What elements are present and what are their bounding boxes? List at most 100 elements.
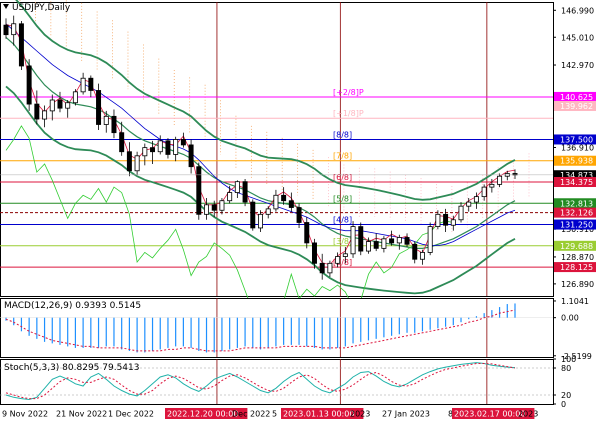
price-badge: 129.688 bbox=[554, 240, 596, 251]
stoch-signal-line bbox=[5, 363, 516, 400]
macd-title: MACD(12,26,9) 0.9393 0.5145 bbox=[4, 301, 141, 311]
price-tick-label: 128.870 bbox=[561, 253, 594, 262]
time-badge-bg bbox=[281, 408, 364, 419]
price-badge-label: 139.962 bbox=[560, 102, 593, 111]
murrey-level-label: [2/8] bbox=[333, 258, 352, 267]
price-badge-label: 129.688 bbox=[560, 242, 593, 251]
candle-bull bbox=[173, 139, 179, 155]
candle-bull bbox=[72, 91, 78, 104]
candle-bull bbox=[396, 237, 402, 244]
price-badge-bg bbox=[554, 207, 596, 218]
candle-bear bbox=[412, 243, 418, 260]
candle-bull bbox=[80, 77, 86, 93]
price-tick-label: 142.970 bbox=[561, 61, 594, 70]
stoch-title: Stoch(5,3,3) 80.8295 79.5413 bbox=[4, 363, 139, 373]
candle-bear bbox=[242, 181, 248, 203]
candle-bear bbox=[150, 147, 156, 153]
macd-tick-label: -2.5199 bbox=[561, 352, 592, 361]
candle-bull bbox=[450, 219, 456, 226]
candle-bull bbox=[473, 196, 479, 203]
time-tick-label: 27 Jan 2023 bbox=[382, 410, 430, 419]
candle-bear bbox=[196, 166, 202, 215]
candle-bear bbox=[373, 241, 379, 249]
candle-bear bbox=[304, 222, 310, 244]
candle-bear bbox=[111, 115, 117, 134]
price-badge-label: 140.625 bbox=[560, 93, 593, 102]
murrey-level-label: [+2/8]P bbox=[333, 88, 364, 97]
candle-bull bbox=[65, 102, 71, 109]
price-badge-label: 128.125 bbox=[560, 263, 593, 272]
macd-tick-label: 1.1041 bbox=[561, 297, 589, 306]
price-badge: 132.126 bbox=[554, 207, 596, 218]
bollinger-lower bbox=[5, 85, 516, 295]
time-badge-label: 2023.02.17 00:00 bbox=[454, 410, 525, 419]
price-badge-bg bbox=[554, 262, 596, 273]
candle-bull bbox=[273, 194, 279, 210]
candle-bear bbox=[404, 237, 410, 245]
candle-bear bbox=[18, 23, 24, 67]
candle-bear bbox=[119, 132, 125, 153]
candle-bear bbox=[250, 201, 256, 229]
price-badge-label: 134.375 bbox=[560, 178, 593, 187]
panel-border bbox=[0, 359, 554, 405]
price-tick-label: 146.990 bbox=[561, 6, 594, 15]
murrey-level-label: [3/8] bbox=[333, 237, 352, 246]
candle-bull bbox=[265, 208, 271, 215]
murrey-level-label: [8/8] bbox=[333, 130, 352, 139]
bollinger-upper bbox=[15, 0, 516, 201]
candle-bear bbox=[34, 103, 40, 120]
candle-bull bbox=[365, 241, 371, 252]
macd-panel: 1.1041 0.00 -2.5199 bbox=[0, 297, 592, 361]
murrey-level-label: [4/8] bbox=[333, 216, 352, 225]
candle-bull bbox=[427, 226, 433, 253]
time-tick-label: 2023 bbox=[350, 410, 370, 419]
candle-bear bbox=[57, 99, 63, 109]
candle-bull bbox=[227, 192, 233, 202]
price-badge-bg bbox=[554, 198, 596, 209]
time-tick-label: 1 Dec 2022 bbox=[108, 410, 154, 419]
candle-bull bbox=[435, 213, 441, 227]
price-badge-label: 132.126 bbox=[560, 209, 593, 218]
price-badge-bg bbox=[554, 219, 596, 230]
candle-bear bbox=[211, 204, 217, 211]
candle-bull bbox=[42, 110, 48, 120]
time-tick-label: Dec 2022 bbox=[232, 410, 270, 419]
price-badge: 131.250 bbox=[554, 219, 596, 230]
price-badge-bg bbox=[554, 100, 596, 111]
time-tick-label: 5 bbox=[272, 410, 277, 419]
price-badge: 137.500 bbox=[554, 134, 596, 145]
candle-bear bbox=[96, 90, 102, 125]
murrey-level-label: [7/8] bbox=[333, 152, 352, 161]
candle-bull bbox=[419, 252, 425, 260]
price-badge-label: 132.813 bbox=[560, 199, 593, 208]
price-badge: 132.813 bbox=[554, 198, 596, 209]
candle-bear bbox=[443, 213, 449, 226]
candle-bear bbox=[288, 200, 294, 208]
dropdown-arrow-icon bbox=[3, 4, 9, 9]
candle-bull bbox=[335, 256, 341, 264]
time-badge-bg bbox=[165, 408, 248, 419]
candle-bull bbox=[49, 99, 55, 112]
time-badge-label: 2023.01.13 00:00 bbox=[283, 410, 354, 419]
price-tick-label: 136.910 bbox=[561, 144, 594, 153]
time-axis: 9 Nov 2022 21 Nov 2022 1 Dec 2022 2022.12.2… bbox=[2, 408, 538, 419]
stoch-main-line bbox=[5, 362, 516, 401]
price-badge: 134.375 bbox=[554, 177, 596, 188]
candle-bull bbox=[466, 201, 472, 207]
candle-bull bbox=[157, 140, 163, 153]
candle-bear bbox=[281, 194, 287, 202]
candle-bear bbox=[26, 65, 32, 105]
stoch-tick-label: 80 bbox=[561, 364, 571, 373]
murrey-level-label: [5/8] bbox=[333, 194, 352, 203]
price-badge: 139.962 bbox=[554, 100, 596, 111]
candle-bull bbox=[481, 186, 487, 198]
price-badge-label: 131.250 bbox=[560, 221, 593, 230]
time-badge-bg bbox=[452, 408, 535, 419]
chart-title: USDJPY,Daily bbox=[12, 3, 71, 13]
price-tick-label: 145.010 bbox=[561, 33, 594, 42]
price-badge-label: 134.873 bbox=[560, 171, 593, 180]
candle-bull bbox=[381, 238, 387, 249]
macd-tick-label: 0.00 bbox=[561, 314, 579, 323]
